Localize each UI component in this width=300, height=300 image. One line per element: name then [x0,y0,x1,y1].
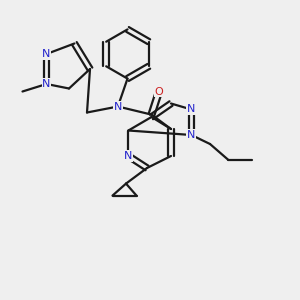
Text: N: N [124,151,133,161]
Text: N: N [42,79,51,89]
Text: N: N [42,49,51,59]
Text: N: N [114,101,122,112]
Text: N: N [187,104,196,115]
Text: N: N [187,130,196,140]
Text: O: O [154,86,164,97]
